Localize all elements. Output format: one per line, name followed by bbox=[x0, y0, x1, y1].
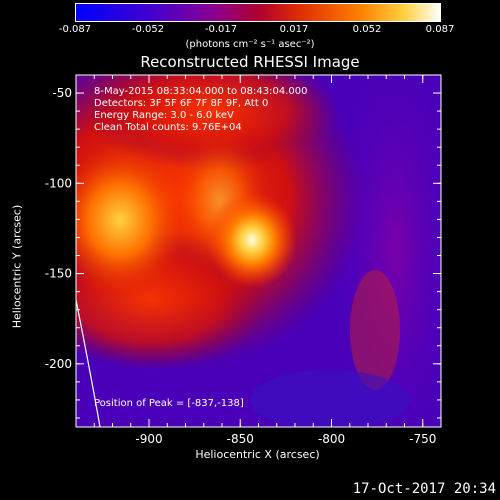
axis-tick-label: -900 bbox=[135, 432, 162, 446]
axis-tick-label: -800 bbox=[318, 432, 345, 446]
axis-tick-label: -200 bbox=[45, 357, 72, 371]
colorbar-tick-labels: -0.087 -0.052 -0.017 0.017 0.052 0.087 bbox=[0, 24, 500, 38]
colorbar bbox=[75, 3, 441, 22]
x-axis-label: Heliocentric X (arcsec) bbox=[195, 448, 320, 461]
colorbar-units: (photons cm⁻² s⁻¹ asec⁻²) bbox=[185, 39, 315, 50]
axis-tick-label: -850 bbox=[227, 432, 254, 446]
colorbar-tick: 0.052 bbox=[352, 24, 382, 35]
timestamp-footer: 17-Oct-2017 20:34 bbox=[352, 481, 496, 497]
annotation-time: 8-May-2015 08:33:04.000 to 08:43:04.000 bbox=[94, 86, 308, 97]
axis-tick-label: -750 bbox=[409, 432, 436, 446]
peak-position-label: Position of Peak = [-837,-138] bbox=[94, 398, 244, 409]
y-axis-label: Heliocentric Y (arcsec) bbox=[10, 204, 24, 329]
colorbar-tick: 0.017 bbox=[279, 24, 309, 35]
annotation-detectors: Detectors: 3F 5F 6F 7F 8F 9F, Att 0 bbox=[94, 98, 269, 109]
axis-tick-label: -50 bbox=[52, 86, 72, 100]
colorbar-tick: -0.052 bbox=[131, 24, 165, 35]
axis-tick-label: -100 bbox=[45, 176, 72, 190]
chart-title: Reconstructed RHESSI Image bbox=[140, 53, 360, 71]
heatmap-image bbox=[76, 75, 441, 427]
colorbar-tick: 0.087 bbox=[425, 24, 455, 35]
annotation-counts: Clean Total counts: 9.76E+04 bbox=[94, 122, 242, 133]
colorbar-tick: -0.087 bbox=[58, 24, 92, 35]
axis-tick-label: -150 bbox=[45, 267, 72, 281]
colorbar-tick: -0.017 bbox=[204, 24, 238, 35]
annotation-energy: Energy Range: 3.0 - 6.0 keV bbox=[94, 110, 234, 121]
axes: -900 -850 -800 -750 -50 -100 -150 -200 bbox=[45, 74, 442, 446]
